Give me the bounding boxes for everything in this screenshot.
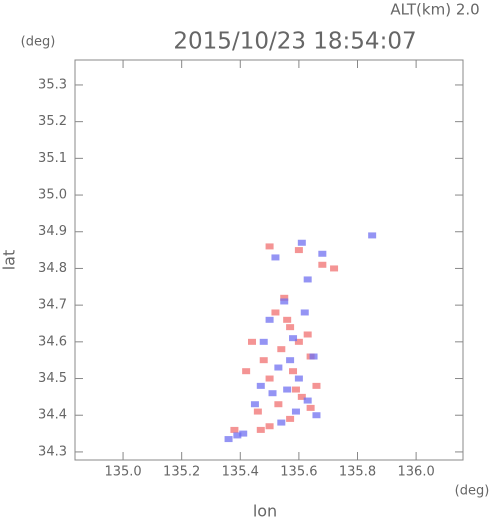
x-axis-label: lon (253, 502, 277, 521)
radar-cell (239, 430, 248, 437)
y-tick-label: 34.4 (38, 408, 67, 423)
radar-cell (277, 419, 286, 426)
radar-cell (265, 243, 274, 250)
x-tick-label: 135.8 (339, 465, 376, 480)
radar-cell (271, 309, 280, 316)
altitude-label: ALT(km) 2.0 (390, 1, 479, 19)
radar-cell (286, 357, 295, 364)
radar-cell (368, 232, 377, 239)
radar-cell (291, 386, 300, 393)
y-tick-label: 35.3 (38, 77, 67, 92)
radar-cell (312, 412, 321, 419)
radar-cell (280, 298, 289, 305)
radar-cell (286, 324, 295, 331)
radar-cell (230, 426, 239, 433)
radar-cell (318, 261, 327, 268)
radar-cell (280, 294, 289, 301)
radar-cell (294, 247, 303, 254)
radar-cell (294, 338, 303, 345)
radar-cell (250, 401, 259, 408)
y-tick-label: 35.2 (38, 114, 67, 129)
radar-cell (265, 316, 274, 323)
radar-cell (283, 386, 292, 393)
x-tick-label: 135.0 (104, 465, 141, 480)
radar-cell (289, 368, 298, 375)
x-tick-label: 136.0 (398, 465, 435, 480)
radar-cell (242, 368, 251, 375)
radar-cell (248, 338, 257, 345)
radar-cell (309, 353, 318, 360)
radar-cell (233, 432, 242, 439)
radar-cell (294, 375, 303, 382)
radar-cell (274, 401, 283, 408)
x-unit: (deg) (455, 484, 490, 499)
radar-cell (312, 382, 321, 389)
radar-cell (224, 436, 233, 443)
radar-cell (265, 423, 274, 430)
radar-cell (318, 250, 327, 257)
radar-cell (300, 309, 309, 316)
radar-cell (256, 426, 265, 433)
radar-cell (256, 382, 265, 389)
plot-frame (74, 59, 464, 461)
radar-cell (297, 239, 306, 246)
radar-cell (303, 397, 312, 404)
radar-cell (303, 331, 312, 338)
radar-cell (297, 393, 306, 400)
radar-cell (330, 265, 339, 272)
radar-cell (303, 276, 312, 283)
radar-cell (286, 415, 295, 422)
x-tick-label: 135.4 (222, 465, 259, 480)
radar-cell (289, 335, 298, 342)
y-tick-label: 34.3 (38, 444, 67, 459)
radar-cell (259, 357, 268, 364)
y-tick-label: 35.1 (38, 151, 67, 166)
x-tick-label: 135.2 (163, 465, 200, 480)
chart-title: 2015/10/23 18:54:07 (173, 29, 416, 55)
x-tick-label: 135.6 (280, 465, 317, 480)
radar-cell (271, 254, 280, 261)
y-tick-label: 34.7 (38, 298, 67, 313)
radar-cell (259, 338, 268, 345)
y-tick-label: 34.6 (38, 334, 67, 349)
radar-cell (283, 316, 292, 323)
radar-cell (265, 375, 274, 382)
y-tick-label: 34.9 (38, 224, 67, 239)
radar-cell (268, 390, 277, 397)
radar-cell (291, 408, 300, 415)
radar-cell (306, 404, 315, 411)
y-unit: (deg) (21, 35, 56, 50)
y-axis-label: lat (0, 250, 19, 271)
y-tick-label: 34.5 (38, 371, 67, 386)
y-tick-label: 34.8 (38, 261, 67, 276)
radar-cell (253, 408, 262, 415)
radar-cell (277, 346, 286, 353)
radar-cell (274, 364, 283, 371)
y-tick-label: 35.0 (38, 188, 67, 203)
